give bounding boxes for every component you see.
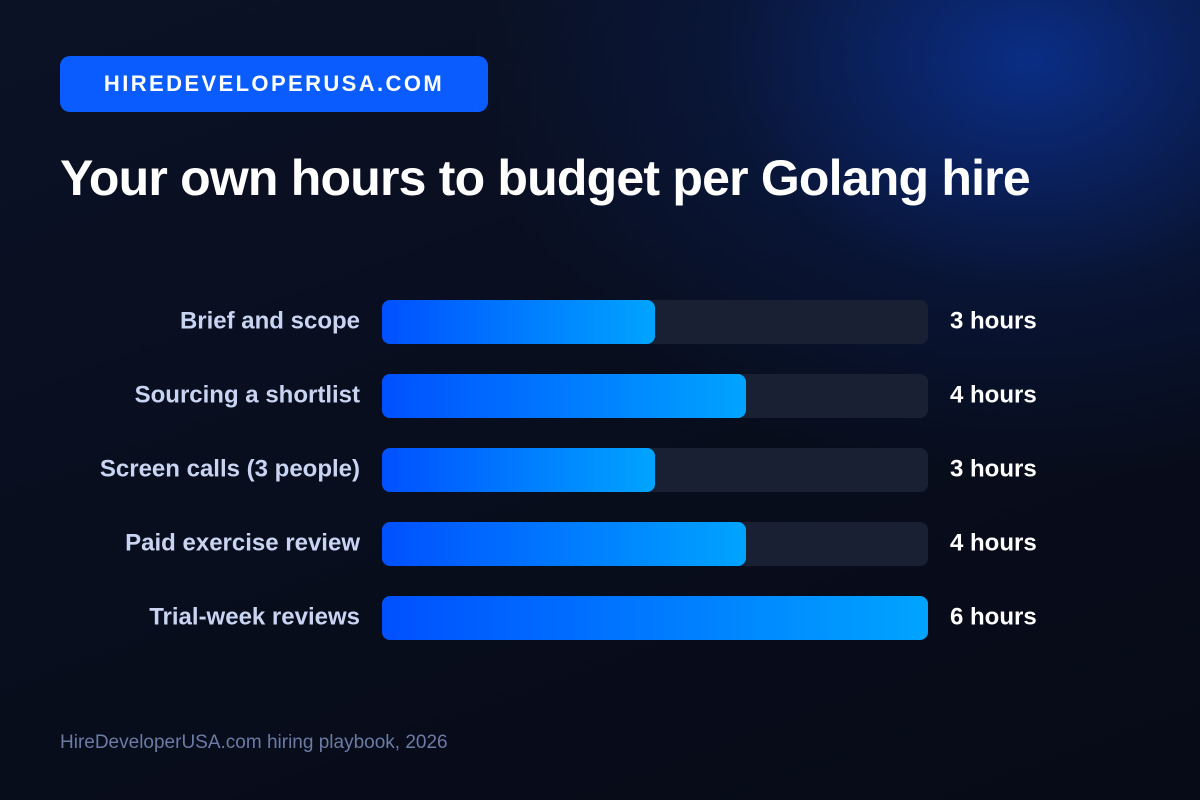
category-label: Trial-week reviews bbox=[149, 603, 360, 630]
category-label: Brief and scope bbox=[180, 307, 360, 334]
value-label: 6 hours bbox=[950, 603, 1037, 630]
bar bbox=[382, 300, 655, 344]
chart-title: Your own hours to budget per Golang hire bbox=[60, 150, 1030, 206]
value-label: 3 hours bbox=[950, 455, 1037, 482]
bar bbox=[382, 374, 746, 418]
badge-background bbox=[60, 56, 488, 112]
bar bbox=[382, 522, 746, 566]
bar bbox=[382, 448, 655, 492]
bar bbox=[382, 596, 928, 640]
value-label: 4 hours bbox=[950, 381, 1037, 408]
category-label: Sourcing a shortlist bbox=[135, 381, 360, 408]
badge: HIREDEVELOPERUSA.COM bbox=[104, 71, 444, 96]
value-label: 3 hours bbox=[950, 307, 1037, 334]
source-note: HireDeveloperUSA.com hiring playbook, 20… bbox=[60, 732, 448, 753]
category-label: Paid exercise review bbox=[125, 529, 360, 556]
value-label: 4 hours bbox=[950, 529, 1037, 556]
category-label: Screen calls (3 people) bbox=[100, 455, 360, 482]
